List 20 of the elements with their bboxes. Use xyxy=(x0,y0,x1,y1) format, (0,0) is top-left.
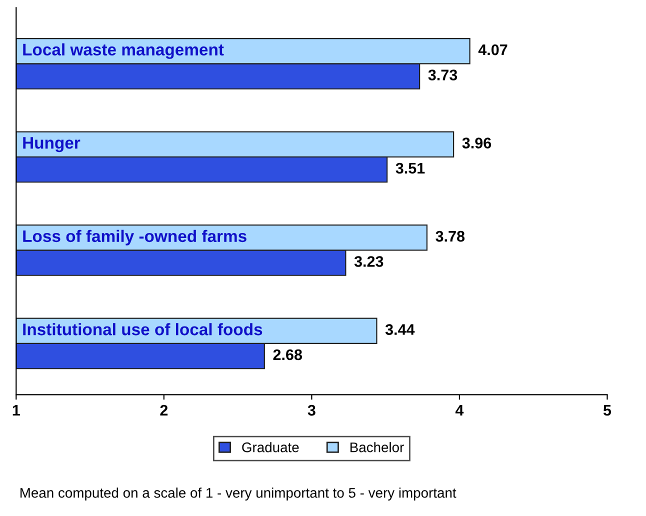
legend-label: Graduate xyxy=(242,442,299,452)
x-tick-label: 4 xyxy=(455,405,464,416)
y-tick-label: Institutional use of local foods xyxy=(23,323,262,336)
data-label: 3.96 xyxy=(462,138,492,148)
legend-label: Bachelor xyxy=(350,442,404,452)
y-tick-label: Hunger xyxy=(23,137,80,152)
data-label: 3.73 xyxy=(428,70,458,80)
data-label: 3.23 xyxy=(354,256,384,267)
x-tick-label: 3 xyxy=(308,404,316,416)
data-label: 3.51 xyxy=(396,162,425,174)
y-tick-label: Loss of family -owned farms xyxy=(23,230,246,246)
x-tick-label: 5 xyxy=(603,405,612,416)
x-tick-label: 1 xyxy=(12,405,20,416)
x-tick-label: 2 xyxy=(160,404,168,416)
y-tick-label: Local waste management xyxy=(23,43,224,59)
data-label: 3.44 xyxy=(385,324,415,335)
data-label: 4.07 xyxy=(478,44,508,56)
data-label: 3.78 xyxy=(436,230,465,242)
text: Mean computed on a scale of 1 - very unimportant to 5 - very important xyxy=(20,488,456,501)
data-label: 2.68 xyxy=(273,349,302,360)
